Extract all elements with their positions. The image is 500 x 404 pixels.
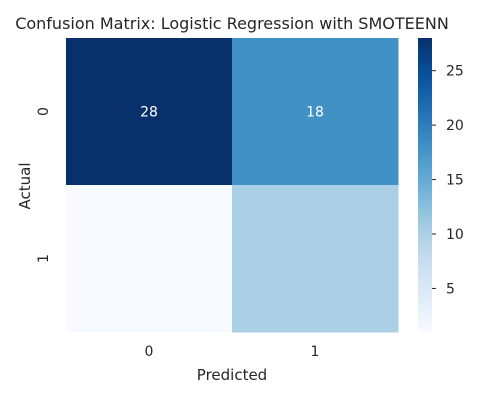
- colorbar: [418, 38, 432, 332]
- heatmap-cell-1-0: [66, 185, 233, 333]
- colorbar-tick-label-4: 25: [446, 64, 464, 80]
- heatmap-cell-1-1: [232, 185, 399, 333]
- colorbar-ticks: 5 10 15 20 25: [432, 64, 464, 297]
- colorbar-tick-label-1: 10: [446, 227, 464, 243]
- x-tick-label-0: 0: [145, 344, 154, 360]
- cell-labels: 28 18: [140, 105, 324, 121]
- y-axis-label: Actual: [16, 163, 34, 210]
- colorbar-tick-label-3: 20: [446, 118, 464, 134]
- y-tick-label-0: 0: [36, 107, 52, 116]
- colorbar-tick-label-0: 5: [446, 281, 455, 297]
- heatmap-cell-0-0: [66, 38, 233, 186]
- x-axis-label: Predicted: [197, 366, 267, 384]
- y-tick-label-1: 1: [36, 254, 52, 263]
- cell-label-0-0: 28: [140, 105, 158, 121]
- heatmap-cells: [66, 38, 399, 333]
- y-axis-ticks: 01: [36, 107, 52, 263]
- chart-title: Confusion Matrix: Logistic Regression wi…: [15, 14, 449, 33]
- heatmap-cell-0-1: [232, 38, 399, 186]
- cell-label-0-1: 18: [306, 105, 324, 121]
- colorbar-tick-label-2: 15: [446, 173, 464, 189]
- x-tick-label-1: 1: [311, 344, 320, 360]
